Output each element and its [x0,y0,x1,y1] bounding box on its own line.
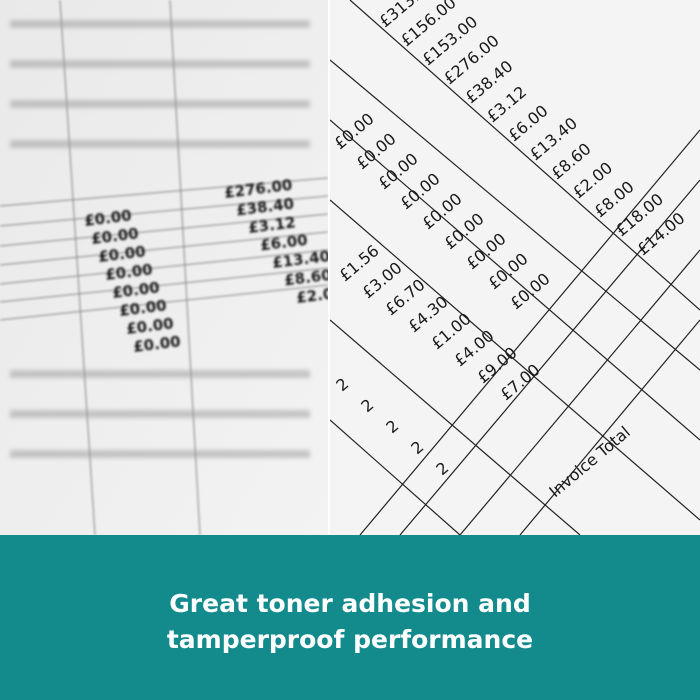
amount: £6.00 [259,231,308,255]
amount: £3.12 [247,213,296,237]
banner-line: tamperproof performance [167,625,533,654]
left-photo: £276.00£38.40£3.12£6.00£13.40£8.60£2.00£… [0,0,344,535]
amount: £8.60 [283,266,332,290]
table-lines [330,0,700,535]
amount: £2.00 [295,283,344,307]
amount: £0.00 [132,332,181,356]
amount: £0.00 [118,296,167,320]
banner-line: Great toner adhesion and [169,589,530,618]
amount: £0.00 [111,278,160,302]
table-lines [0,0,328,535]
amount: £0.00 [97,242,146,266]
amount: £0.00 [83,206,132,230]
amount: £0.00 [104,260,153,284]
amount: £0.00 [125,314,174,338]
paper [330,0,700,535]
right-photo: £313.60£156.00£153.00£276.00£38.40£3.12£… [330,0,700,535]
blurred-rows [10,20,310,458]
amount: £0.00 [90,224,139,248]
banner [0,535,700,700]
